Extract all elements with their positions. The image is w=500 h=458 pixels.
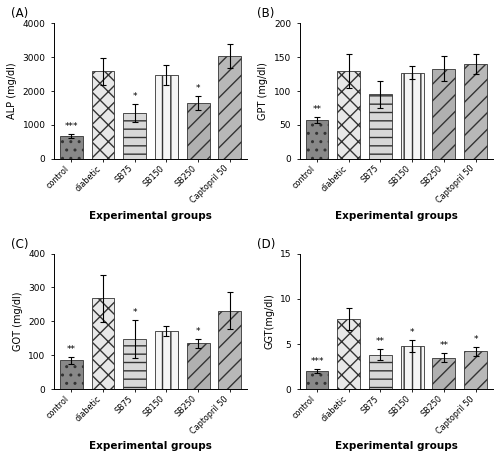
Text: **: ** [67, 345, 76, 354]
Bar [124, 339, 146, 389]
X-axis label: Experimental groups: Experimental groups [335, 441, 458, 451]
Text: *: * [132, 92, 137, 101]
Text: **: ** [440, 341, 448, 350]
Text: **: ** [376, 338, 385, 346]
Text: (D): (D) [257, 238, 276, 251]
Bar [124, 113, 146, 159]
Bar [155, 331, 178, 389]
Bar [218, 56, 242, 159]
Bar [369, 94, 392, 159]
X-axis label: Experimental groups: Experimental groups [89, 211, 212, 221]
Text: (B): (B) [257, 7, 274, 21]
Bar [401, 73, 423, 159]
Text: ***: *** [310, 357, 324, 366]
Text: ***: *** [64, 122, 78, 131]
Text: *: * [196, 84, 200, 93]
Y-axis label: GGT(mg/dl): GGT(mg/dl) [264, 294, 274, 349]
Bar [338, 71, 360, 159]
Y-axis label: GPT (mg/dl): GPT (mg/dl) [258, 62, 268, 120]
Bar [218, 311, 242, 389]
Text: (A): (A) [12, 7, 28, 21]
Text: (C): (C) [12, 238, 29, 251]
Text: *: * [474, 335, 478, 344]
Bar [92, 298, 114, 389]
Bar [306, 371, 328, 389]
Bar [60, 360, 82, 389]
Bar [306, 120, 328, 159]
Text: *: * [196, 327, 200, 337]
Bar [60, 136, 82, 159]
Text: *: * [132, 308, 137, 317]
X-axis label: Experimental groups: Experimental groups [335, 211, 458, 221]
Bar [186, 103, 210, 159]
Text: **: ** [312, 105, 322, 114]
Bar [432, 358, 456, 389]
X-axis label: Experimental groups: Experimental groups [89, 441, 212, 451]
Y-axis label: GOT (mg/dl): GOT (mg/dl) [12, 292, 22, 351]
Bar [369, 355, 392, 389]
Bar [92, 71, 114, 159]
Bar [464, 64, 487, 159]
Bar [401, 346, 423, 389]
Bar [338, 319, 360, 389]
Y-axis label: ALP (mg/dl): ALP (mg/dl) [7, 63, 17, 120]
Bar [464, 351, 487, 389]
Bar [155, 75, 178, 159]
Bar [432, 69, 456, 159]
Bar [186, 344, 210, 389]
Text: *: * [410, 327, 414, 337]
